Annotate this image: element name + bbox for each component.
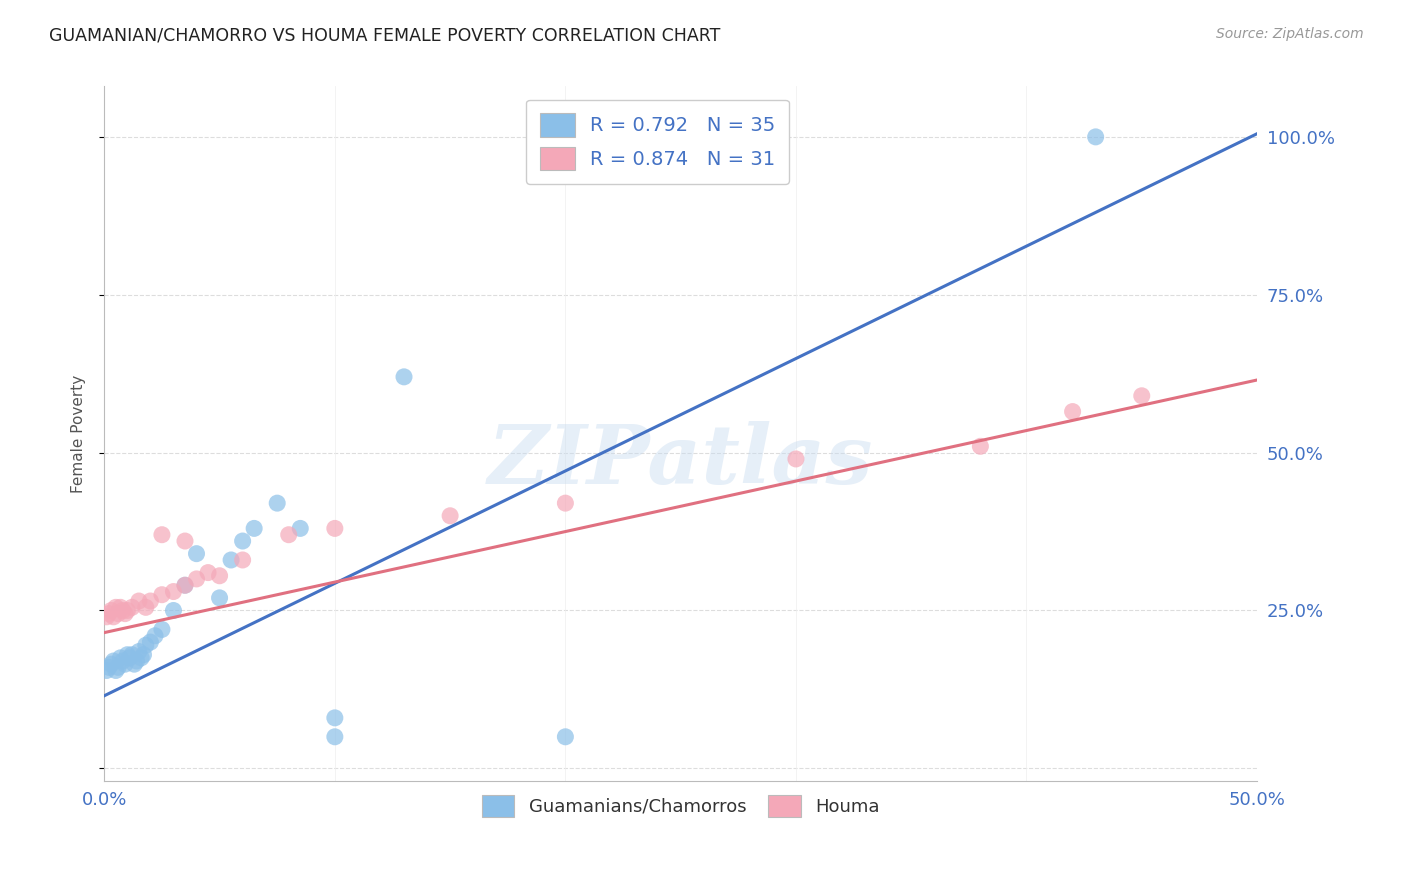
Point	[208, 568, 231, 582]
Point	[111, 603, 134, 617]
Point	[117, 648, 139, 662]
Point	[114, 607, 136, 621]
Point	[323, 711, 346, 725]
Point	[323, 521, 346, 535]
Point	[219, 553, 242, 567]
Point	[150, 588, 173, 602]
Point	[1084, 129, 1107, 144]
Point	[392, 369, 415, 384]
Point	[118, 651, 141, 665]
Point	[785, 452, 807, 467]
Point	[554, 496, 576, 510]
Point	[110, 651, 132, 665]
Point	[121, 600, 143, 615]
Point	[139, 635, 162, 649]
Point	[1062, 404, 1084, 418]
Point	[103, 609, 125, 624]
Point	[439, 508, 461, 523]
Point	[266, 496, 288, 510]
Point	[323, 730, 346, 744]
Point	[117, 603, 139, 617]
Point	[150, 527, 173, 541]
Point	[162, 584, 184, 599]
Point	[132, 648, 155, 662]
Point	[186, 572, 208, 586]
Point	[111, 654, 134, 668]
Point	[1130, 389, 1153, 403]
Point	[129, 651, 152, 665]
Point	[277, 527, 299, 541]
Point	[232, 553, 254, 567]
Point	[554, 730, 576, 744]
Point	[103, 654, 125, 668]
Text: ZIPatlas: ZIPatlas	[488, 421, 873, 501]
Point	[96, 664, 118, 678]
Point	[135, 638, 157, 652]
Point	[107, 660, 129, 674]
Point	[125, 654, 148, 668]
Legend: Guamanians/Chamorros, Houma: Guamanians/Chamorros, Houma	[475, 788, 887, 824]
Point	[290, 521, 312, 535]
Point	[122, 657, 145, 672]
Point	[174, 578, 197, 592]
Point	[150, 623, 173, 637]
Point	[232, 534, 254, 549]
Point	[107, 607, 129, 621]
Point	[186, 547, 208, 561]
Point	[128, 644, 150, 658]
Point	[174, 534, 197, 549]
Point	[135, 600, 157, 615]
Point	[174, 578, 197, 592]
Point	[104, 664, 127, 678]
Point	[969, 439, 991, 453]
Point	[128, 594, 150, 608]
Point	[143, 629, 166, 643]
Y-axis label: Female Poverty: Female Poverty	[72, 375, 86, 492]
Point	[97, 660, 120, 674]
Point	[97, 607, 120, 621]
Text: GUAMANIAN/CHAMORRO VS HOUMA FEMALE POVERTY CORRELATION CHART: GUAMANIAN/CHAMORRO VS HOUMA FEMALE POVER…	[49, 27, 721, 45]
Point	[100, 603, 122, 617]
Point	[110, 600, 132, 615]
Point	[96, 609, 118, 624]
Point	[162, 603, 184, 617]
Point	[121, 648, 143, 662]
Point	[114, 657, 136, 672]
Point	[243, 521, 266, 535]
Point	[100, 657, 122, 672]
Point	[139, 594, 162, 608]
Point	[197, 566, 219, 580]
Point	[104, 600, 127, 615]
Text: Source: ZipAtlas.com: Source: ZipAtlas.com	[1216, 27, 1364, 41]
Point	[208, 591, 231, 605]
